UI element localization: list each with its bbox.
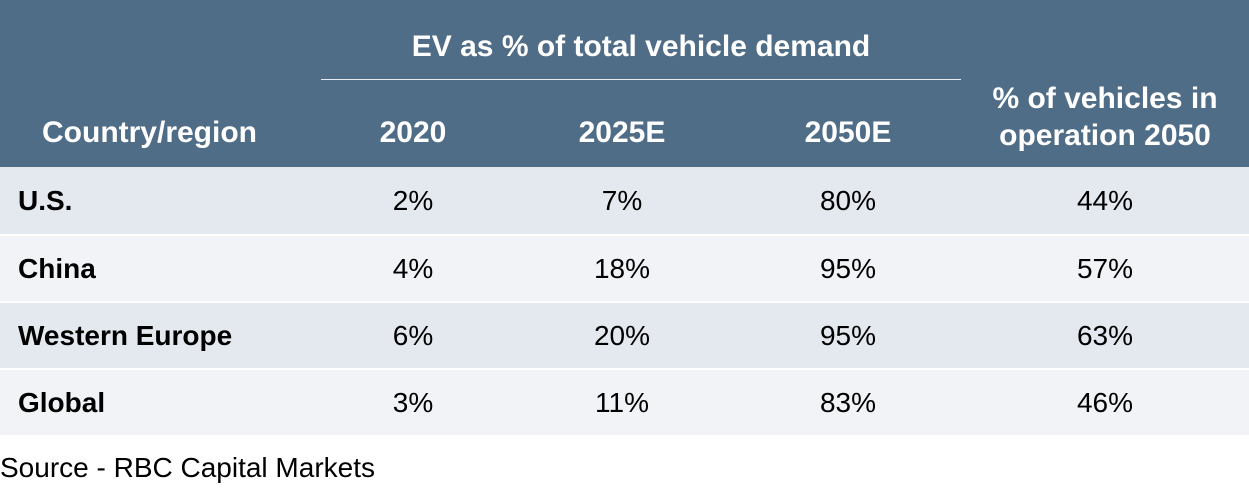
table-row: Western Europe 6% 20% 95% 63%: [0, 301, 1249, 368]
column-header-operation-2050: % of vehicles in operation 2050: [992, 82, 1218, 152]
cell-2020: 4%: [392, 252, 434, 284]
cell-2025e: 20%: [593, 319, 651, 351]
cell-operation-2050: 63%: [1076, 319, 1134, 351]
column-header-2025e: 2025E: [578, 116, 666, 149]
table-row: U.S. 2% 7% 80% 44%: [0, 167, 1249, 234]
cell-2020: 3%: [392, 386, 434, 418]
table-header: EV as % of total vehicle demand Country/…: [0, 0, 1249, 167]
cell-2025e: 7%: [601, 184, 643, 216]
column-header-2020: 2020: [379, 116, 447, 149]
cell-2050e: 80%: [819, 184, 877, 216]
cell-operation-2050: 46%: [1076, 386, 1134, 418]
cell-operation-2050: 44%: [1076, 184, 1134, 216]
cell-region: Western Europe: [18, 319, 233, 351]
cell-2025e: 11%: [595, 386, 649, 418]
cell-operation-2050: 57%: [1076, 252, 1134, 284]
table-row: China 4% 18% 95% 57%: [0, 234, 1249, 301]
column-header-country: Country/region: [42, 116, 257, 149]
column-header-2050e: 2050E: [804, 116, 892, 149]
cell-2020: 2%: [392, 184, 434, 216]
source-note: Source - RBC Capital Markets: [0, 452, 376, 483]
cell-2025e: 18%: [593, 252, 651, 284]
cell-region: China: [18, 252, 96, 284]
group-header-rule: [321, 79, 961, 80]
table-row: Global 3% 11% 83% 46%: [0, 368, 1249, 435]
cell-region: Global: [18, 386, 106, 418]
cell-2050e: 83%: [819, 386, 877, 418]
group-header: EV as % of total vehicle demand: [411, 30, 871, 63]
cell-2050e: 95%: [819, 319, 877, 351]
cell-2020: 6%: [392, 319, 434, 351]
cell-2050e: 95%: [819, 252, 877, 284]
cell-region: U.S.: [18, 184, 73, 216]
